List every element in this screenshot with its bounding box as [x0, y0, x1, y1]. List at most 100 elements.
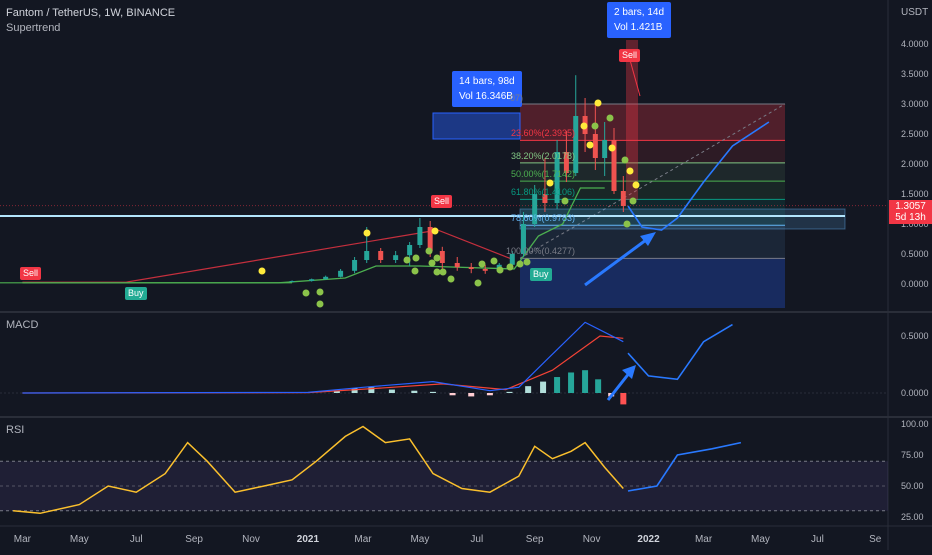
supertrend-dot [433, 268, 441, 276]
macd-histogram-bar [351, 388, 358, 393]
macd-line [22, 321, 624, 394]
supertrend-dot [546, 179, 554, 187]
macd-histogram-bar [449, 393, 456, 396]
fib-level-label: 100.00%(0.4277) [505, 246, 575, 257]
indicator-name[interactable]: Supertrend [6, 22, 61, 34]
time-axis-tick: Mar [695, 534, 713, 545]
supertrend-dot [496, 266, 504, 274]
range-tooltip-2: 2 bars, 14d Vol 1.421B [607, 2, 672, 38]
range-tooltip-2-vol: Vol 1.421B [614, 22, 663, 33]
buy-signal-label: Buy [125, 287, 147, 300]
macd-histogram-bar [388, 389, 395, 393]
supertrend-dot [403, 256, 411, 264]
fib-zone [520, 162, 785, 182]
supertrend-dot [626, 167, 634, 175]
time-axis-tick: May [410, 534, 429, 545]
supertrend-dot [425, 247, 433, 255]
rsi-axis-tick: 50.00 [901, 481, 924, 491]
range-tooltip-1-bars: 14 bars, 98d [459, 76, 515, 87]
macd-histogram-bar [429, 391, 436, 393]
supertrend-dot [506, 263, 514, 271]
supertrend-dot [316, 288, 324, 296]
time-axis-tick: Sep [185, 534, 203, 545]
candle-body [309, 279, 315, 281]
rsi-axis-tick: 25.00 [901, 512, 924, 522]
supertrend-dot [411, 267, 419, 275]
supertrend-dot [621, 156, 629, 164]
supertrend-dot [316, 300, 324, 308]
macd-histogram-bar [468, 393, 475, 397]
sell-signal-label: Sell [619, 49, 641, 62]
supertrend-dot [606, 114, 614, 122]
macd-pane-label[interactable]: MACD [6, 319, 39, 331]
supertrend-dot [490, 257, 498, 265]
supertrend-dot [594, 99, 602, 107]
candle-body [573, 116, 579, 173]
supertrend-dot [428, 259, 436, 267]
fib-zone [520, 225, 785, 259]
supertrend-dot [474, 279, 482, 287]
range-tooltip-1: 14 bars, 98d Vol 16.346B [452, 71, 522, 107]
range-highlight-2 [626, 40, 638, 200]
price-axis-tick: 1.0000 [901, 219, 929, 229]
buy-signal-label: Buy [530, 268, 552, 281]
candle-body [611, 140, 617, 191]
rsi-axis-tick: 100.00 [901, 419, 929, 429]
candle-countdown: 5d 13h [895, 212, 926, 223]
rsi-pane-label[interactable]: RSI [6, 424, 25, 436]
macd-histogram-bar [582, 370, 589, 393]
fib-zone [520, 104, 785, 141]
macd-histogram-bar [506, 391, 513, 393]
macd-projection-line [627, 323, 733, 381]
fib-level-label: 61.80%(1.4106) [510, 187, 575, 198]
time-axis-tick: Jul [811, 534, 824, 545]
time-axis-tick: May [70, 534, 89, 545]
candle-body [620, 191, 626, 206]
candle-body [378, 251, 384, 260]
candle-body [439, 251, 445, 263]
time-axis-tick: Se [869, 534, 882, 545]
supertrend-dot [523, 258, 531, 266]
fib-zone-bottom [520, 258, 785, 308]
price-axis-tick: 1.5000 [901, 189, 929, 199]
sell-signal-label: Sell [431, 195, 453, 208]
candle-body [364, 251, 370, 260]
candle-body [417, 227, 423, 245]
supertrend-dot [363, 229, 371, 237]
current-price-tag: 1.3057 5d 13h [889, 200, 932, 224]
supertrend-dot [258, 267, 266, 275]
range-tooltip-2-bars: 2 bars, 14d [614, 7, 665, 18]
rsi-line [13, 425, 624, 515]
fib-level-label: 38.20%(2.0178) [510, 150, 575, 161]
candle-body [407, 245, 413, 256]
candle-body [532, 194, 538, 224]
time-axis-tick: 2021 [297, 534, 320, 545]
price-axis-tick: 0.0000 [901, 279, 929, 289]
supertrend-dot [516, 260, 524, 268]
macd-histogram-bar [554, 377, 561, 393]
currency-label[interactable]: USDT [901, 7, 929, 18]
macd-histogram-bar [568, 372, 575, 393]
macd-histogram-bar [620, 393, 627, 405]
projection-arrow [584, 235, 651, 287]
time-axis-tick: Jul [470, 534, 483, 545]
time-axis-tick: Nov [242, 534, 260, 545]
supertrend-dot [439, 268, 447, 276]
fib-level-label: 23.60%(2.3935) [510, 128, 575, 139]
candle-body [338, 270, 344, 277]
time-axis-tick: Mar [354, 534, 372, 545]
rsi-axis-tick: 75.00 [901, 450, 924, 460]
macd-histogram-bar [486, 393, 493, 396]
candle-body [509, 254, 515, 265]
candle-body [427, 227, 433, 251]
supertrend-dot [412, 254, 420, 262]
projection-arrow-head [640, 232, 656, 246]
symbol-title[interactable]: Fantom / TetherUS, 1W, BINANCE [6, 7, 176, 19]
supertrend-dot [302, 289, 310, 297]
candle-body [468, 267, 474, 269]
time-axis-tick: Nov [583, 534, 601, 545]
macd-histogram-bar [368, 387, 375, 393]
range-highlight-1 [432, 112, 521, 140]
